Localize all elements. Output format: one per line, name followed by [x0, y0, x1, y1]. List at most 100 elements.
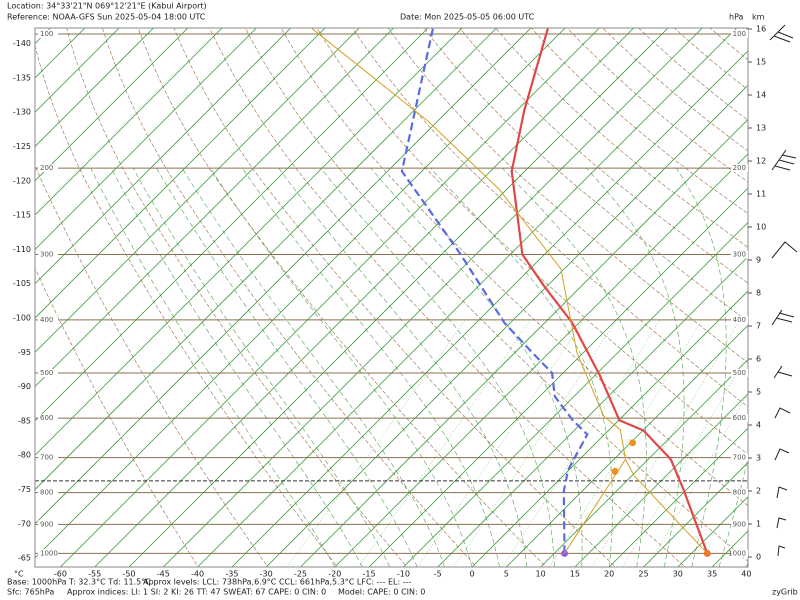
dry-adiabat	[783, 1, 800, 570]
label-bg	[731, 30, 748, 38]
isotherm	[334, 153, 748, 567]
wind-barb	[774, 407, 791, 419]
x-tick-label: 0	[469, 570, 474, 579]
mixing-ratio-line	[622, 352, 748, 567]
profile-line	[400, 28, 589, 554]
wind-barb	[771, 241, 798, 259]
isotherm	[35, 28, 257, 250]
height-label: 11	[756, 190, 766, 199]
date: Date: Mon 2025-05-05 06:00 UTC	[400, 13, 535, 22]
pressure-label: 1000	[728, 549, 746, 557]
x-tick-label: -60	[54, 570, 67, 579]
dry-adiabat	[566, 28, 748, 183]
label-bg	[38, 369, 58, 378]
background-lines	[35, 1, 800, 570]
height-label: 6	[756, 355, 761, 364]
height-label: 5	[756, 388, 761, 397]
dry-adiabat	[745, 28, 748, 31]
x-tick-label: -35	[225, 570, 238, 579]
pressure-label: 600	[40, 414, 53, 422]
label-bg	[38, 549, 58, 558]
label-bg	[731, 315, 748, 324]
pressure-label: 300	[40, 251, 53, 259]
pressure-label: 100	[733, 30, 746, 38]
pressure-label: 600	[733, 414, 746, 422]
pressure-label: 800	[40, 489, 53, 497]
height-label: 4	[756, 421, 761, 430]
height-unit: km	[752, 13, 765, 22]
label-bg	[731, 164, 748, 173]
level-dot	[629, 439, 637, 447]
level-dot	[611, 467, 619, 475]
pressure-label: 400	[733, 316, 746, 324]
footer-indices: Approx indices: LI: 1 SI: 2 KI: 26 TT: 4…	[67, 588, 326, 597]
left-tick-label: -95	[18, 348, 31, 357]
x-tick-label: -55	[88, 570, 101, 579]
label-bg	[731, 250, 748, 259]
isotherm	[643, 461, 748, 567]
isotherm	[471, 290, 748, 567]
left-tick-label: -70	[18, 519, 31, 528]
isotherm	[35, 28, 326, 319]
profile-line	[510, 28, 709, 554]
x-tick-label: -20	[328, 570, 341, 579]
dry-adiabat	[209, 28, 686, 567]
left-tick-label: -130	[13, 108, 31, 117]
wind-barb	[773, 365, 793, 379]
moist-adiabat	[133, 168, 390, 567]
profile-line	[310, 28, 708, 554]
pressure-label: 700	[40, 454, 53, 462]
profile-end	[561, 549, 569, 557]
plot-frame	[34, 27, 749, 568]
isotherm	[231, 50, 748, 567]
isotherm	[403, 221, 748, 567]
height-label: 8	[756, 289, 761, 298]
label-bg	[38, 250, 58, 259]
footer-sfc: Sfc: 765hPa	[7, 588, 54, 597]
x-tick-label: -40	[191, 570, 204, 579]
label-bg	[731, 520, 748, 529]
wind-barbs	[769, 24, 798, 557]
pressure-label: 900	[40, 520, 53, 528]
wind-barb	[777, 545, 786, 557]
pressure-label: 100	[40, 30, 53, 38]
pressure-label: 500	[733, 369, 746, 377]
isotherm	[265, 84, 748, 567]
mixing-ratio-line	[417, 319, 584, 567]
moist-adiabat	[718, 456, 748, 567]
credit: zyGrib	[772, 588, 798, 597]
wind-barb	[769, 24, 794, 43]
label-bg	[731, 414, 748, 423]
left-tick-label: -140	[13, 39, 31, 48]
pressure-label: 700	[733, 454, 746, 462]
isotherm	[506, 324, 748, 567]
moist-adiabat	[111, 168, 363, 567]
isotherm	[35, 28, 463, 456]
label-bg	[38, 414, 58, 423]
x-tick-label: 10	[536, 570, 546, 579]
x-tick-label: 20	[604, 570, 614, 579]
label-bg	[731, 453, 748, 462]
wind-barb	[776, 517, 787, 529]
isotherm	[35, 28, 532, 525]
pressure-label: 400	[40, 316, 53, 324]
isotherm	[35, 28, 429, 422]
isotherm	[163, 28, 703, 567]
height-label: 0	[756, 553, 761, 562]
left-tick-label: -80	[18, 451, 31, 460]
wind-barb	[776, 486, 788, 499]
height-label: 1	[756, 520, 761, 529]
wind-barb	[774, 448, 790, 461]
left-tick-label: -90	[18, 382, 31, 391]
height-label: 10	[756, 223, 766, 232]
isotherm	[35, 28, 223, 216]
left-tick-label: -120	[13, 176, 31, 185]
dry-adiabat	[35, 44, 338, 567]
moist-adiabat	[182, 168, 445, 567]
pressure-label: 800	[733, 489, 746, 497]
isotherm	[94, 28, 634, 567]
moist-adiabat	[90, 168, 336, 567]
mixing-ratio-line	[501, 319, 661, 567]
isotherm	[608, 427, 748, 567]
